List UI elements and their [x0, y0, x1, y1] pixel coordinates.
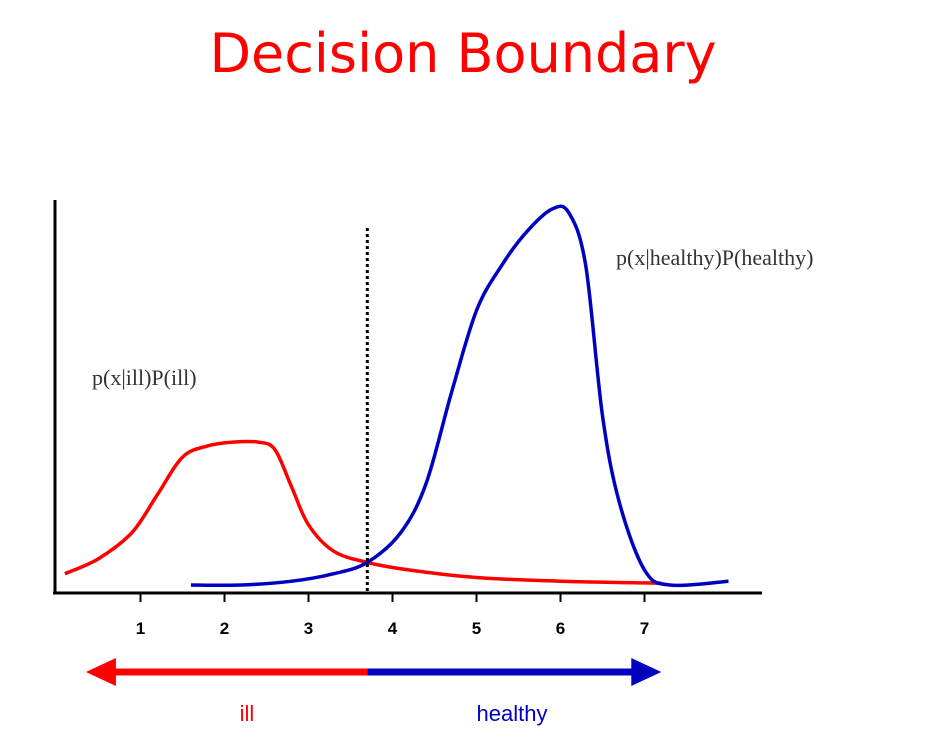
arrow-healthy-head [631, 658, 662, 686]
x-tick-label: 2 [220, 619, 229, 638]
region-label-ill: ill [240, 701, 255, 726]
x-tick-label: 1 [136, 619, 145, 638]
x-ticks: 1 2 3 4 5 6 7 [136, 593, 649, 638]
arrow-ill-head [85, 658, 116, 686]
region-label-healthy: healthy [477, 701, 548, 726]
x-tick-label: 7 [640, 619, 649, 638]
curve-ill [64, 439, 662, 585]
x-tick-label: 6 [556, 619, 565, 638]
annotation-healthy-curve: p(x|healthy)P(healthy) [616, 245, 813, 270]
x-tick-label: 3 [304, 619, 313, 638]
x-tick-label: 5 [472, 619, 481, 638]
annotation-ill-curve: p(x|ill)P(ill) [92, 365, 197, 390]
curve-healthy [190, 204, 729, 588]
x-tick-label: 4 [388, 619, 398, 638]
curves [64, 204, 729, 588]
slide-title: Decision Boundary [209, 22, 717, 85]
region-arrows [85, 658, 662, 686]
